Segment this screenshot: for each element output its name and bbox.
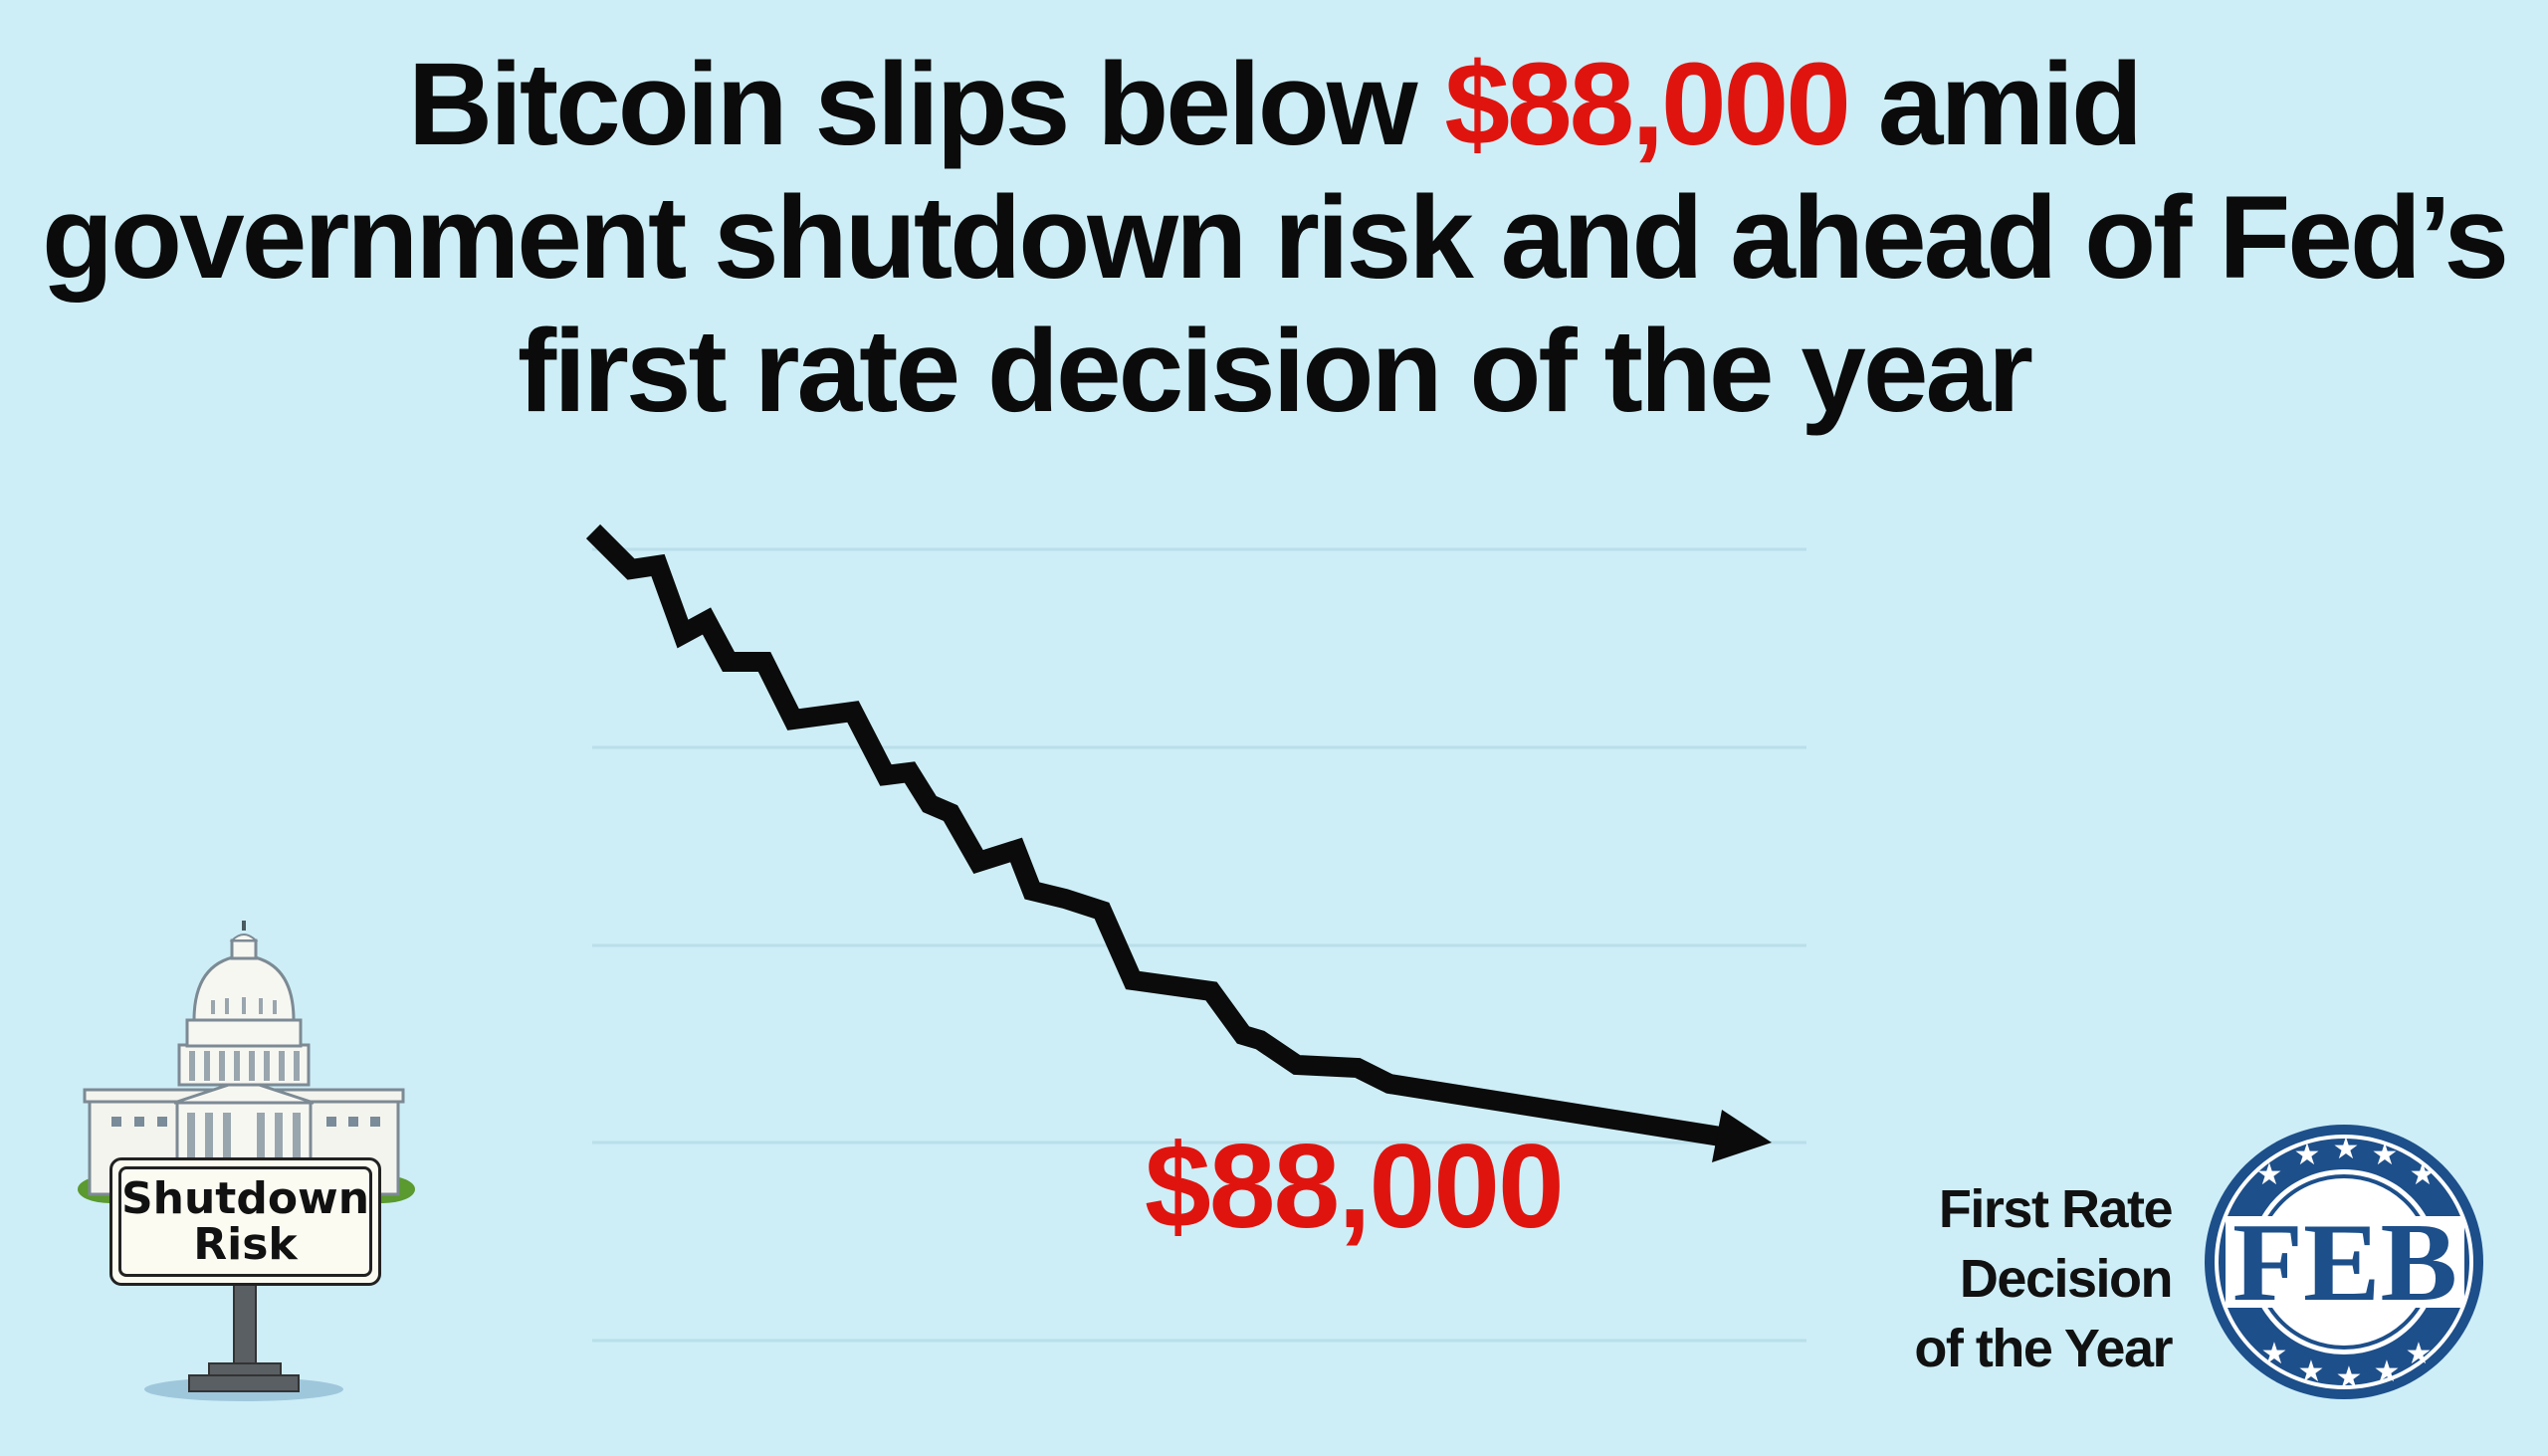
price-line <box>585 523 1729 1147</box>
star-icon: ★ <box>2261 1337 2288 1371</box>
star-icon: ★ <box>2372 1138 2399 1172</box>
sign-line-2: Risk <box>193 1218 298 1270</box>
shutdown-risk-sign: Shutdown Risk <box>109 1157 381 1286</box>
headline-line-2: government shutdown risk and ahead of Fe… <box>41 172 2509 304</box>
star-icon: ★ <box>2256 1157 2283 1192</box>
fed-label-line-3: of the Year <box>1914 1319 2173 1378</box>
star-icon: ★ <box>2298 1354 2325 1389</box>
sign-text: Shutdown Risk <box>120 1172 370 1270</box>
star-icon: ★ <box>2333 1132 2360 1166</box>
headline-price-accent: $88,000 <box>1444 39 1851 170</box>
headline-text: Bitcoin slips below <box>407 39 1445 170</box>
star-icon: ★ <box>2374 1354 2401 1389</box>
badge-text: FEB <box>2232 1201 2457 1325</box>
star-icon: ★ <box>2410 1157 2437 1192</box>
headline-text: amid <box>1847 39 2143 170</box>
fed-label-line-1: First Rate <box>1938 1179 2174 1239</box>
star-icon: ★ <box>2336 1360 2363 1395</box>
star-icon: ★ <box>2294 1138 2321 1172</box>
headline-line-1: Bitcoin slips below $88,000 amid <box>0 38 2548 171</box>
headline: Bitcoin slips below $88,000 amid governm… <box>0 38 2548 438</box>
arrow-head-icon <box>1712 1110 1772 1162</box>
headline-line-3: first rate decision of the year <box>517 306 2033 437</box>
price-label: $88,000 <box>1145 1120 1565 1253</box>
gridlines <box>592 547 1806 1343</box>
sign-line-1: Shutdown <box>120 1172 370 1224</box>
fed-decision-label: First Rate Decision of the Year <box>1851 1174 2174 1383</box>
star-icon: ★ <box>2406 1337 2433 1371</box>
feb-badge-icon: ★ ★ ★ ★ ★ ★ ★ ★ ★ ★ FEB <box>2205 1125 2483 1399</box>
sign-border <box>118 1166 372 1277</box>
fed-label-line-2: Decision <box>1959 1249 2174 1309</box>
